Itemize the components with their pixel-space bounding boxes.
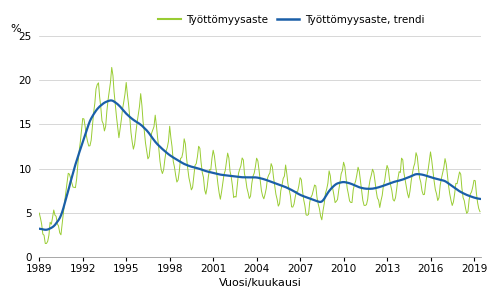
- Legend: Työttömyysaste, Työttömyysaste, trendi: Työttömyysaste, Työttömyysaste, trendi: [154, 11, 428, 29]
- X-axis label: Vuosi/kuukausi: Vuosi/kuukausi: [219, 278, 301, 288]
- Text: %: %: [11, 24, 21, 34]
